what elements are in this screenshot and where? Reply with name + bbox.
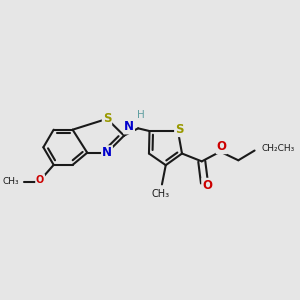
- Text: O: O: [202, 179, 212, 192]
- Text: S: S: [103, 112, 111, 125]
- Text: S: S: [175, 123, 184, 136]
- Text: O: O: [217, 140, 226, 153]
- Text: CH₃: CH₃: [3, 177, 20, 186]
- Text: H: H: [137, 110, 145, 120]
- Text: N: N: [124, 121, 134, 134]
- Text: CH₃: CH₃: [152, 189, 170, 199]
- Text: CH₂CH₃: CH₂CH₃: [261, 144, 295, 153]
- Text: N: N: [102, 146, 112, 159]
- Text: O: O: [36, 175, 44, 185]
